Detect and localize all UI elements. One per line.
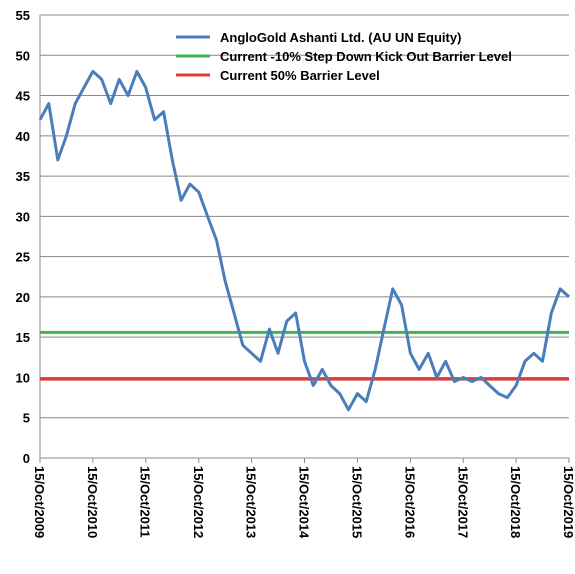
x-tick-label: 15/Oct/2011 [138,466,153,538]
x-tick-label: 15/Oct/2014 [297,466,312,539]
x-tick-label: 15/Oct/2015 [349,466,364,538]
y-tick-label: 0 [23,451,30,466]
x-tick-label: 15/Oct/2013 [244,466,259,538]
y-tick-label: 45 [16,89,30,104]
line-series [38,69,571,412]
y-tick-label: 5 [23,411,30,426]
x-tick-label: 15/Oct/2010 [85,466,100,538]
y-tick-label: 15 [16,330,30,345]
legend-label: Current -10% Step Down Kick Out Barrier … [220,49,512,64]
y-tick-label: 55 [16,8,30,23]
x-tick-label: 15/Oct/2012 [191,466,206,538]
y-tick-label: 35 [16,169,30,184]
legend-label: AngloGold Ashanti Ltd. (AU UN Equity) [220,30,461,45]
y-tick-label: 20 [16,290,30,305]
y-tick-label: 30 [16,209,30,224]
legend-label: Current 50% Barrier Level [220,68,380,83]
x-tick-label: 15/Oct/2009 [32,466,47,538]
y-tick-label: 25 [16,250,30,265]
y-tick-label: 10 [16,370,30,385]
y-tick-label: 50 [16,48,30,63]
y-tick-label: 40 [16,129,30,144]
x-tick-label: 15/Oct/2016 [402,466,417,538]
x-tick-label: 15/Oct/2019 [561,466,575,538]
x-tick-label: 15/Oct/2017 [455,466,470,538]
x-tick-label: 15/Oct/2018 [508,466,523,538]
